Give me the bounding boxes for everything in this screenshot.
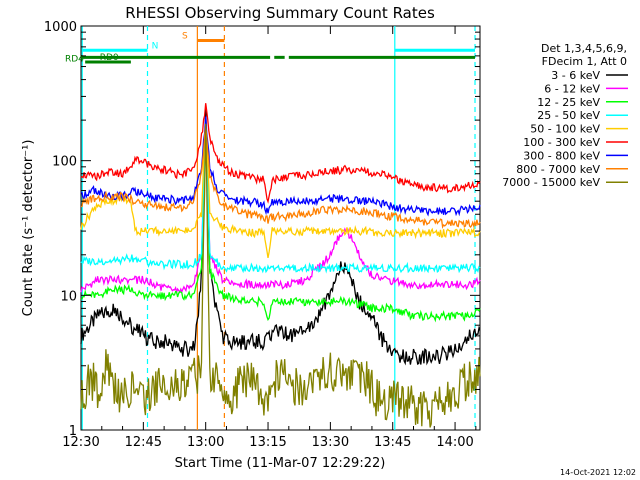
series-line-300-800kev — [80, 116, 481, 217]
legend-label-8: 7000 - 15000 keV — [502, 176, 600, 189]
x-tick-label-3: 13:15 — [249, 435, 286, 450]
x-axis-label: Start Time (11-Mar-07 12:29:22) — [175, 456, 386, 471]
bar-label-s: S — [182, 32, 188, 42]
x-tick-label-0: 12:30 — [62, 435, 99, 450]
legend-label-3: 25 - 50 keV — [537, 109, 600, 122]
legend-label-5: 100 - 300 keV — [523, 136, 600, 149]
bar-label-rd4: RD4 — [65, 54, 84, 64]
series-line-7000-15000kev — [80, 123, 481, 428]
y-tick-label-2: 100 — [52, 155, 77, 170]
footer-timestamp: 14-Oct-2021 12:02 — [560, 468, 636, 477]
y-tick-label-0: 1 — [69, 424, 77, 439]
legend: Det 1,3,4,5,6,9,FDecim 1, Att 03 - 6 keV… — [502, 42, 628, 189]
legend-label-2: 12 - 25 keV — [537, 96, 600, 109]
x-tick-label-2: 13:00 — [187, 435, 224, 450]
vertical-markers — [81, 26, 476, 430]
legend-label-1: 6 - 12 keV — [544, 82, 600, 95]
series-lines — [80, 103, 481, 428]
x-tick-label-6: 14:00 — [436, 435, 473, 450]
legend-label-7: 800 - 7000 keV — [516, 163, 600, 176]
y-tick-label-1: 10 — [60, 289, 77, 304]
x-tick-label-4: 13:30 — [312, 435, 349, 450]
legend-header-1: FDecim 1, Att 0 — [542, 55, 627, 68]
y-tick-label-3: 1000 — [44, 20, 77, 35]
series-line-50-100kev — [80, 117, 481, 259]
legend-header-0: Det 1,3,4,5,6,9, — [541, 42, 627, 55]
series-line-100-300kev — [80, 103, 481, 204]
legend-label-6: 300 - 800 keV — [523, 149, 600, 162]
x-tick-label-5: 13:45 — [374, 435, 411, 450]
x-tick-label-1: 12:45 — [125, 435, 162, 450]
chart-title: RHESSI Observing Summary Count Rates — [125, 4, 435, 22]
series-line-800-7000kev — [80, 125, 481, 229]
bar-label-rd0: RD0 — [100, 53, 119, 63]
y-axis-label: Count Rate (s⁻¹ detector⁻¹) — [21, 140, 36, 317]
legend-label-0: 3 - 6 keV — [551, 69, 600, 82]
series-line-3-6kev — [80, 107, 481, 366]
series-line-25-50kev — [80, 119, 481, 274]
annotation-bars: N S RD0 RD4 — [65, 32, 476, 64]
legend-label-4: 50 - 100 keV — [530, 123, 600, 136]
series-line-12-25kev — [80, 118, 481, 323]
series-line-6-12kev — [80, 116, 481, 295]
axes: 12:30 12:45 13:00 13:15 13:30 13:45 14:00 1 10 10… — [44, 20, 480, 450]
bar-label-n: N — [152, 41, 159, 51]
